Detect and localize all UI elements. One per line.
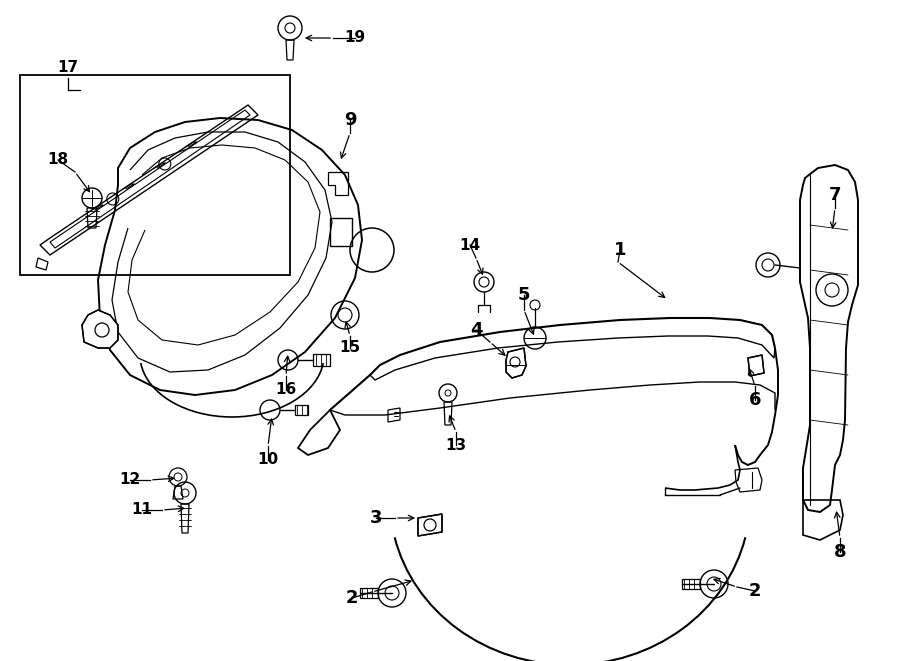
Text: 19: 19 (345, 30, 365, 46)
Text: 16: 16 (275, 383, 297, 397)
Text: 4: 4 (470, 321, 482, 339)
Text: 9: 9 (344, 111, 356, 129)
Text: 10: 10 (257, 453, 279, 467)
Text: 2: 2 (346, 589, 358, 607)
Polygon shape (82, 310, 118, 348)
Polygon shape (20, 75, 290, 275)
Text: 13: 13 (446, 438, 466, 453)
Text: 7: 7 (829, 186, 842, 204)
Text: 14: 14 (459, 237, 481, 253)
Polygon shape (506, 348, 526, 378)
Text: 11: 11 (131, 502, 152, 518)
Text: 17: 17 (58, 61, 78, 75)
Text: 8: 8 (833, 543, 846, 561)
Text: 18: 18 (48, 153, 68, 167)
Text: 3: 3 (370, 509, 382, 527)
Text: 15: 15 (339, 340, 361, 356)
Text: 6: 6 (749, 391, 761, 409)
Text: 2: 2 (749, 582, 761, 600)
Text: 5: 5 (518, 286, 530, 304)
Text: 12: 12 (120, 473, 140, 488)
Polygon shape (748, 355, 764, 376)
Text: 1: 1 (614, 241, 626, 259)
Polygon shape (418, 514, 442, 536)
